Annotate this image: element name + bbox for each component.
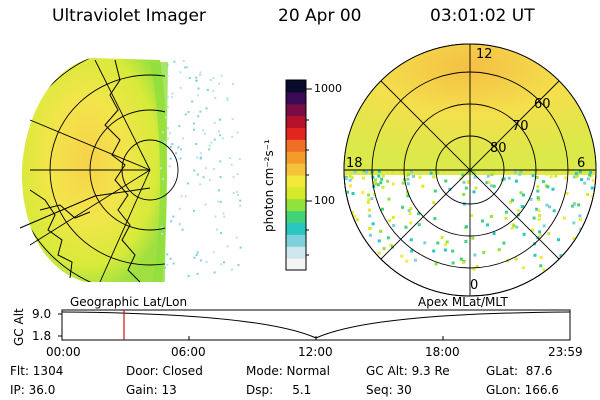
lat-label-60: 60 — [534, 97, 551, 112]
timeline-y-tick-low: 1.8 — [32, 329, 52, 343]
mlt-label-right: 6 — [577, 156, 586, 171]
info-mode: Mode: Normal — [246, 364, 330, 378]
info-dsp: Dsp: 5.1 — [246, 383, 312, 397]
mlt-label-top: 12 — [476, 47, 493, 62]
lat-label-70: 70 — [512, 119, 529, 134]
date-label: 20 Apr 00 — [278, 6, 362, 26]
timeline-x-tick: 12:00 — [298, 345, 333, 359]
colorbar-tick-100: 100 — [314, 194, 335, 207]
app-title: Ultraviolet Imager — [52, 6, 206, 26]
mlt-label-bottom: 0 — [470, 278, 479, 293]
mlt-label-left: 18 — [346, 156, 363, 171]
timeline-y-tick-high: 9.0 — [32, 307, 52, 321]
timeline-x-tick: 06:00 — [171, 345, 206, 359]
colorbar — [285, 79, 312, 271]
timeline-plot — [58, 309, 571, 341]
polar-plot — [343, 43, 597, 297]
timeline-x-tick: 18:00 — [425, 345, 460, 359]
timeline-axis-label: GC Alt — [12, 308, 26, 346]
colorbar-tick-1000: 1000 — [314, 82, 342, 95]
time-label: 03:01:02 UT — [430, 6, 535, 26]
info-gain: Gain: 13 — [126, 383, 177, 397]
info-seq: Seq: 30 — [366, 383, 412, 397]
timeline-x-tick: 00:00 — [46, 345, 81, 359]
info-ip: IP: 36.0 — [10, 383, 56, 397]
timeline-left-caption: Geographic Lat/Lon — [70, 295, 188, 309]
globe-speckles — [160, 60, 242, 277]
info-door: Door: Closed — [126, 364, 203, 378]
timeline-x-tick: 23:59 — [548, 345, 583, 359]
lat-label-80: 80 — [490, 141, 507, 156]
colorbar-unit: photon cm⁻²s⁻¹ — [262, 139, 276, 232]
timeline-right-caption: Apex MLat/MLT — [418, 295, 508, 309]
info-glon: GLon: 166.6 — [486, 383, 559, 397]
info-gc-alt: GC Alt: 9.3 Re — [366, 364, 450, 378]
info-glat: GLat: 87.6 — [486, 364, 553, 378]
globe-image — [19, 58, 242, 283]
info-flt: Flt: 1304 — [10, 364, 64, 378]
